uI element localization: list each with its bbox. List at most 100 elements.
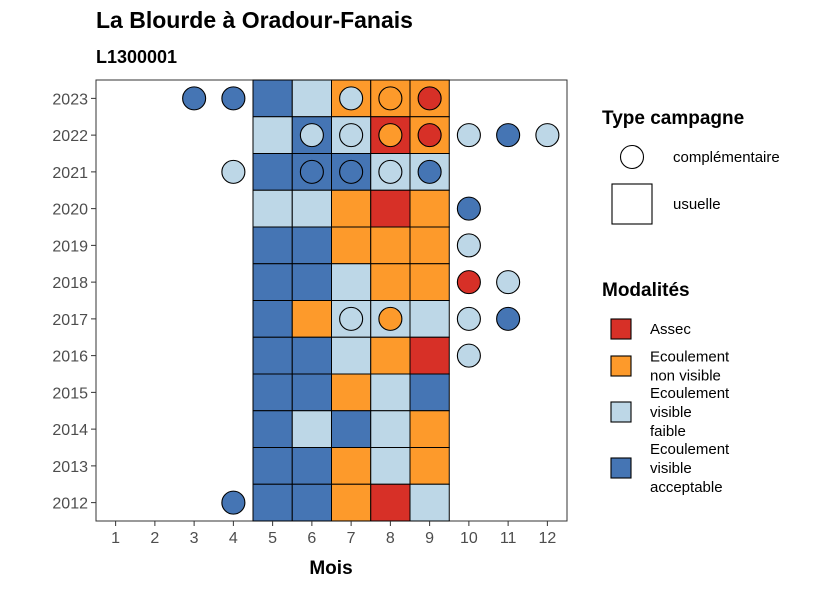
- legend-label-assec: Assec: [650, 321, 691, 338]
- x-axis-title: Mois: [309, 558, 352, 579]
- cell-2021-7-ecoulement-visible-acceptable: [331, 153, 372, 191]
- cell-2018-7-ecoulement-visible-faible: [331, 263, 372, 301]
- cell-2019-6-ecoulement-visible-acceptable: [291, 226, 332, 265]
- cell-2013-9-ecoulement-non-visible: [409, 447, 450, 485]
- cell-2021-5-ecoulement-visible-acceptable: [252, 153, 293, 191]
- legend-label-complementaire: complémentaire: [673, 149, 780, 166]
- x-tick-label: 11: [500, 530, 517, 547]
- legend-swatch-assec: [610, 318, 632, 340]
- x-tick-label: 12: [538, 530, 556, 547]
- cell-2013-8-ecoulement-visible-faible: [370, 447, 411, 485]
- point-2017-11-ecoulement-visible-acceptable: [496, 306, 521, 331]
- cell-2015-7-ecoulement-non-visible: [331, 373, 372, 412]
- y-tick-label: 2012: [52, 496, 88, 513]
- point-2017-10-ecoulement-visible-faible: [456, 306, 481, 331]
- cell-2020-8-assec: [370, 189, 411, 228]
- point-2023-4-ecoulement-visible-acceptable: [221, 86, 246, 111]
- point-2023-7-ecoulement-visible-faible: [339, 86, 364, 111]
- cell-2013-5-ecoulement-visible-acceptable: [252, 447, 293, 485]
- x-tick-label: 3: [190, 530, 199, 547]
- y-tick-label: 2015: [52, 385, 88, 402]
- cell-2018-8-ecoulement-non-visible: [370, 263, 411, 301]
- cell-2012-6-ecoulement-visible-acceptable: [291, 483, 332, 522]
- cell-2016-8-ecoulement-non-visible: [370, 336, 411, 375]
- cell-2020-5-ecoulement-visible-faible: [252, 189, 293, 228]
- point-2021-9-ecoulement-visible-acceptable: [417, 159, 442, 184]
- legend-type-campagne: Type campagne complémentaire usuelle: [602, 108, 780, 225]
- y-tick-label: 2013: [52, 459, 88, 476]
- legend-swatch-ecoulement-visible-faible: [610, 401, 632, 423]
- point-2021-6-ecoulement-visible-acceptable: [299, 159, 324, 184]
- cell-2020-9-ecoulement-non-visible: [409, 189, 450, 228]
- x-tick-label: 5: [268, 530, 277, 547]
- point-2022-8-ecoulement-non-visible: [378, 123, 403, 148]
- point-2020-10-ecoulement-visible-acceptable: [456, 196, 481, 221]
- cell-2013-7-ecoulement-non-visible: [331, 447, 372, 485]
- cell-2016-7-ecoulement-visible-faible: [331, 336, 372, 375]
- legend-label-ecoulement-visible-acceptable: Ecoulement visible acceptable: [650, 441, 730, 496]
- chart-subtitle: L1300001: [96, 47, 177, 67]
- y-tick-label: 2018: [52, 275, 88, 292]
- point-2017-7-ecoulement-visible-faible: [339, 306, 364, 331]
- point-2018-10-assec: [456, 270, 481, 295]
- cell-2014-7-ecoulement-visible-acceptable: [331, 410, 372, 448]
- y-tick-label: 2020: [52, 202, 88, 219]
- x-axis: 1 2 3 4 5 6 7 8 9 10 11 12: [111, 521, 556, 547]
- cell-2019-7-ecoulement-non-visible: [331, 226, 372, 265]
- cell-2014-9-ecoulement-non-visible: [409, 410, 450, 448]
- cell-2023-5-ecoulement-visible-acceptable: [252, 79, 293, 118]
- x-tick-label: 1: [111, 530, 120, 547]
- cell-2020-7-ecoulement-non-visible: [331, 189, 372, 228]
- cell-2019-9-ecoulement-non-visible: [409, 226, 450, 265]
- cell-2012-5-ecoulement-visible-acceptable: [252, 483, 293, 522]
- cell-2017-6-ecoulement-non-visible: [291, 300, 332, 338]
- legend-label-usuelle: usuelle: [673, 196, 721, 213]
- x-tick-label: 6: [307, 530, 316, 547]
- x-tick-label: 10: [460, 530, 478, 547]
- cell-2023-6-ecoulement-visible-faible: [291, 79, 332, 118]
- cell-2016-9-assec: [409, 336, 450, 375]
- y-axis: 2012 2013 2014 2015 2016 2017 2018 2019 2020 2021…: [52, 91, 96, 513]
- cell-2015-9-ecoulement-visible-acceptable: [409, 373, 450, 412]
- cell-2019-5-ecoulement-visible-acceptable: [252, 226, 293, 265]
- y-tick-label: 2017: [52, 312, 88, 329]
- legend-swatch-ecoulement-non-visible: [610, 355, 632, 377]
- y-tick-label: 2023: [52, 91, 88, 108]
- y-tick-label: 2016: [52, 349, 88, 366]
- legend-key-usuelle: [611, 183, 653, 225]
- cell-2014-5-ecoulement-visible-acceptable: [252, 410, 293, 448]
- cell-2015-6-ecoulement-visible-acceptable: [291, 373, 332, 412]
- point-2021-8-ecoulement-visible-faible: [378, 159, 403, 184]
- point-2023-3-ecoulement-visible-acceptable: [182, 86, 207, 111]
- cell-2020-6-ecoulement-visible-faible: [291, 189, 332, 228]
- point-2022-12-ecoulement-visible-faible: [535, 123, 560, 148]
- complementaire-points: [182, 86, 560, 515]
- cell-2016-6-ecoulement-visible-acceptable: [291, 336, 332, 375]
- cell-2022-5-ecoulement-visible-faible: [252, 116, 293, 154]
- point-2018-11-ecoulement-visible-faible: [496, 270, 521, 295]
- point-2021-7-ecoulement-visible-acceptable: [339, 159, 364, 184]
- point-2022-7-ecoulement-visible-faible: [339, 123, 364, 148]
- legend-modalites-title: Modalités: [602, 280, 690, 301]
- x-tick-label: 2: [150, 530, 159, 547]
- cell-2018-9-ecoulement-non-visible: [409, 263, 450, 301]
- cell-2017-5-ecoulement-visible-acceptable: [252, 300, 293, 338]
- cell-2015-5-ecoulement-visible-acceptable: [252, 373, 293, 412]
- legend-label-ecoulement-non-visible: Ecoulement non visible: [650, 349, 730, 385]
- legend-label-ecoulement-visible-faible: Ecoulement visible faible: [650, 385, 730, 440]
- cell-2016-5-ecoulement-visible-acceptable: [252, 336, 293, 375]
- point-2019-10-ecoulement-visible-faible: [456, 233, 481, 258]
- legend-key-complementaire: [619, 144, 645, 170]
- legend-campagne-title: Type campagne: [602, 108, 744, 129]
- point-2022-11-ecoulement-visible-acceptable: [496, 123, 521, 148]
- y-tick-label: 2014: [52, 422, 88, 439]
- x-tick-label: 7: [347, 530, 356, 547]
- point-2022-9-assec: [417, 123, 442, 148]
- cell-2015-8-ecoulement-visible-faible: [370, 373, 411, 412]
- point-2021-4-ecoulement-visible-faible: [221, 159, 246, 184]
- x-tick-label: 4: [229, 530, 238, 547]
- point-2012-4-ecoulement-visible-acceptable: [221, 490, 246, 515]
- cell-2014-8-ecoulement-visible-faible: [370, 410, 411, 448]
- cell-2017-9-ecoulement-visible-faible: [409, 300, 450, 338]
